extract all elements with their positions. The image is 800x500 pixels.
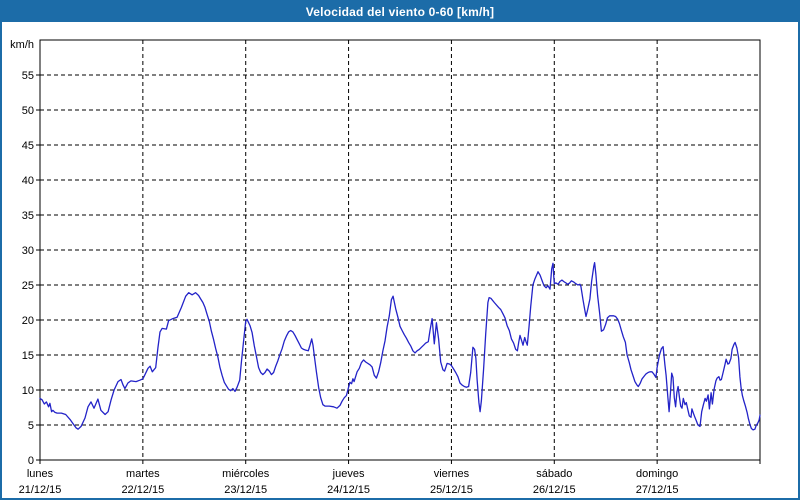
wind-speed-line	[39, 261, 761, 431]
y-tick-label: 40	[22, 175, 34, 187]
y-tick-label: 15	[22, 350, 34, 362]
x-date-label: 21/12/15	[19, 484, 62, 496]
x-day-label: domingo	[636, 468, 678, 480]
y-tick-label: 45	[22, 140, 34, 152]
x-date-label: 25/12/15	[430, 484, 473, 496]
x-date-label: 22/12/15	[121, 484, 164, 496]
wind-speed-chart: 5550454035302520151050km/hlunes21/12/15m…	[10, 39, 761, 496]
x-date-label: 26/12/15	[533, 484, 576, 496]
x-date-label: 23/12/15	[224, 484, 267, 496]
y-tick-label: 0	[28, 455, 34, 467]
y-tick-label: 25	[22, 280, 34, 292]
chart-title-bar: Velocidad del viento 0-60 [km/h]	[2, 2, 798, 22]
x-day-label: martes	[126, 468, 160, 480]
y-tick-label: 30	[22, 245, 34, 257]
chart-title: Velocidad del viento 0-60 [km/h]	[305, 5, 495, 19]
y-tick-label: 5	[28, 420, 34, 432]
y-tick-label: 35	[22, 210, 34, 222]
y-tick-label: 20	[22, 315, 34, 327]
y-tick-label: 10	[22, 385, 34, 397]
x-day-label: sábado	[536, 468, 572, 480]
y-tick-label: 55	[22, 70, 34, 82]
x-date-label: 27/12/15	[636, 484, 679, 496]
y-tick-label: 50	[22, 105, 34, 117]
y-axis-unit-label: km/h	[10, 39, 34, 51]
x-day-label: viernes	[434, 468, 470, 480]
plot-border	[39, 39, 761, 461]
chart-area: 55 50 45 40 35 30 25 20 15 10 5 0 km/h lunes 21/12/15 m…	[2, 22, 798, 498]
x-day-label: jueves	[332, 468, 365, 480]
x-day-label: lunes	[27, 468, 54, 480]
x-day-label: miércoles	[222, 468, 270, 480]
x-date-label: 24/12/15	[327, 484, 370, 496]
